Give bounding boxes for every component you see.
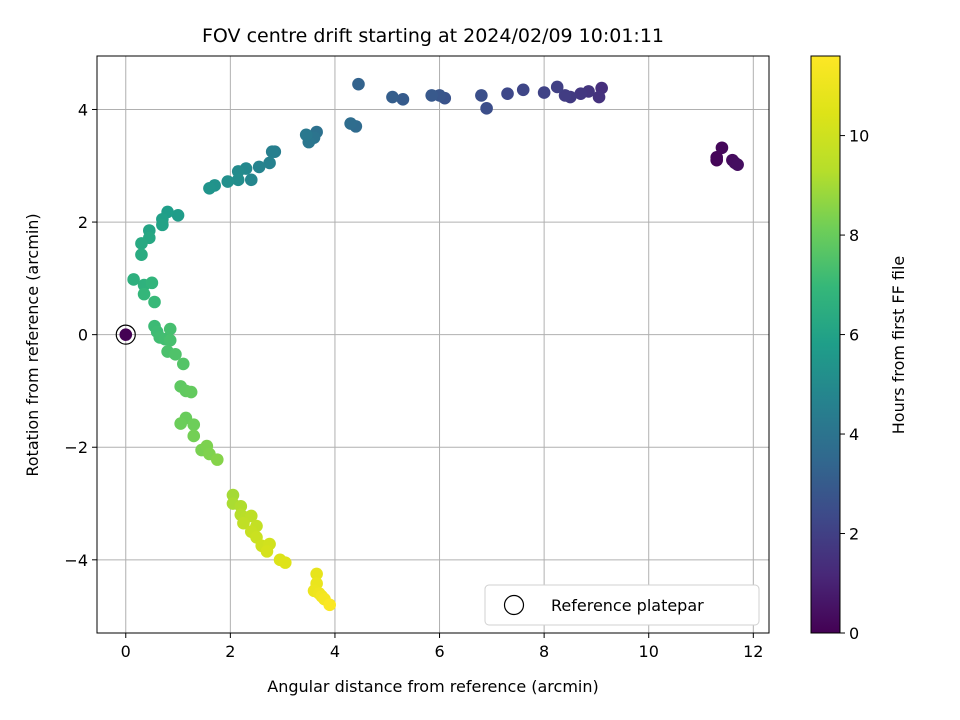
colorbar: 0 2 4 6 8 10 Hours from first FF file bbox=[810, 55, 908, 643]
scatter-point bbox=[550, 80, 564, 94]
scatter-point bbox=[145, 276, 159, 290]
legend-box: Reference platepar bbox=[484, 584, 760, 626]
chart-title: FOV centre drift starting at 2024/02/09 … bbox=[202, 25, 664, 47]
scatter-point bbox=[323, 598, 337, 612]
scatter-point bbox=[265, 145, 279, 158]
scatter-point bbox=[537, 86, 551, 99]
scatter-point bbox=[480, 102, 493, 115]
scatter-point bbox=[344, 117, 357, 130]
scatter-point bbox=[135, 248, 148, 262]
scatter-point bbox=[252, 160, 266, 174]
axis-ticks: 0 2 4 6 8 10 12 −4 −2 0 2 4 bbox=[64, 100, 763, 661]
scatter-point bbox=[501, 87, 514, 101]
colorbar-tick-label: 10 bbox=[849, 127, 869, 146]
colorbar-tick-label: 4 bbox=[849, 425, 859, 444]
y-tick-label: 0 bbox=[78, 326, 88, 345]
y-tick-label: 4 bbox=[78, 100, 88, 119]
x-tick-label: 8 bbox=[539, 642, 549, 661]
scatter-point bbox=[176, 357, 190, 371]
scatter-point bbox=[574, 87, 588, 101]
scatter-point bbox=[475, 89, 488, 102]
scatter-point bbox=[278, 556, 292, 569]
grid-lines bbox=[97, 56, 769, 633]
x-tick-label: 10 bbox=[639, 642, 659, 661]
scatter-points bbox=[115, 77, 744, 612]
y-tick-label: 2 bbox=[78, 213, 88, 232]
scatter-point bbox=[299, 128, 313, 142]
scatter-point bbox=[260, 545, 274, 558]
y-axis-label: Rotation from reference (arcmin) bbox=[23, 213, 42, 476]
scatter-point bbox=[263, 156, 276, 170]
scatter-point bbox=[137, 287, 151, 301]
scatter-point bbox=[156, 218, 169, 232]
colorbar-tick-label: 8 bbox=[849, 226, 859, 245]
scatter-point bbox=[184, 385, 198, 399]
scatter-point bbox=[237, 516, 250, 530]
scatter-point bbox=[425, 89, 438, 102]
scatter-point bbox=[187, 418, 201, 432]
scatter-point bbox=[169, 348, 182, 361]
scatter-point bbox=[187, 429, 201, 443]
scatter-point bbox=[310, 567, 323, 581]
colorbar-ticks: 0 2 4 6 8 10 bbox=[840, 127, 869, 643]
x-tick-label: 0 bbox=[121, 642, 131, 661]
scatter-point bbox=[135, 237, 148, 250]
colorbar-label: Hours from first FF file bbox=[889, 256, 908, 435]
scatter-point bbox=[731, 158, 744, 171]
scatter-point bbox=[171, 209, 185, 222]
scatter-point bbox=[127, 273, 140, 286]
scatter-point bbox=[221, 175, 235, 188]
scatter-point bbox=[119, 328, 133, 341]
scatter-point bbox=[231, 173, 245, 187]
scatter-point bbox=[516, 83, 530, 97]
scatter-point bbox=[210, 453, 224, 466]
plot-frame bbox=[96, 55, 770, 634]
scatter-point bbox=[148, 295, 161, 309]
scatter-point bbox=[710, 151, 724, 164]
scatter-point bbox=[174, 417, 187, 430]
y-tick-label: −2 bbox=[64, 438, 88, 457]
scatter-point bbox=[715, 141, 729, 155]
colorbar-tick-label: 6 bbox=[849, 326, 859, 345]
scatter-point bbox=[203, 181, 216, 195]
x-tick-label: 2 bbox=[225, 642, 235, 661]
colorbar-tick-label: 0 bbox=[849, 624, 859, 643]
y-tick-label: −4 bbox=[64, 551, 88, 570]
scatter-point bbox=[352, 77, 365, 91]
legend-entry-reference-platepar: Reference platepar bbox=[551, 596, 704, 615]
scatter-point bbox=[592, 90, 606, 104]
reference-platepar-marker bbox=[115, 324, 136, 345]
x-tick-label: 6 bbox=[434, 642, 444, 661]
colorbar-gradient bbox=[810, 55, 841, 634]
legend-reference-marker bbox=[503, 594, 525, 616]
x-tick-label: 12 bbox=[743, 642, 763, 661]
x-tick-label: 4 bbox=[330, 642, 340, 661]
scatter-point bbox=[163, 322, 177, 336]
scatter-point bbox=[163, 333, 177, 347]
scatter-point bbox=[244, 173, 258, 187]
colorbar-tick-label: 2 bbox=[849, 525, 859, 544]
scatter-point bbox=[386, 90, 399, 104]
scatter-point bbox=[396, 93, 410, 106]
scatter-point bbox=[558, 89, 572, 102]
x-axis-label: Angular distance from reference (arcmin) bbox=[267, 677, 598, 696]
